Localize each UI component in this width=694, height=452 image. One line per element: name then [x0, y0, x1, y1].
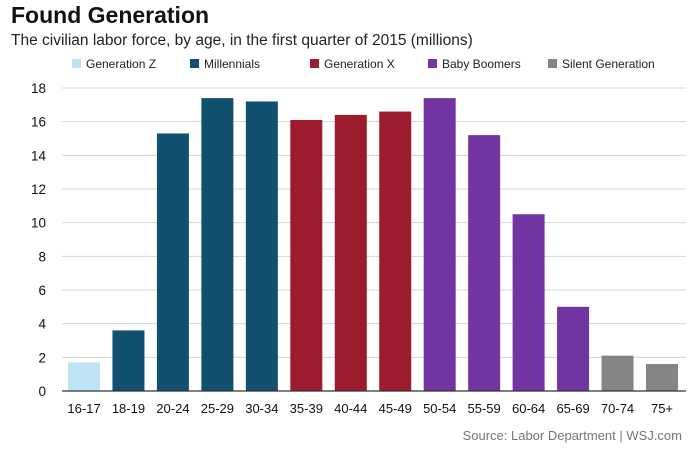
bar-45-49	[379, 111, 412, 392]
source-note: Source: Labor Department | WSJ.com	[462, 428, 682, 443]
y-axis-ticks: 0 2 4 6 8 10 12 14 16 18	[31, 81, 47, 399]
x-tick-label-70-74: 70-74	[601, 401, 634, 416]
bar-50-54	[423, 98, 456, 391]
x-tick-label-75+: 75+	[651, 401, 673, 416]
chart-title: Found Generation	[11, 2, 210, 28]
x-tick-label-65-69: 65-69	[556, 401, 589, 416]
chart-subtitle: The civilian labor force, by age, in the…	[11, 32, 473, 49]
y-tick-label-0: 0	[38, 384, 46, 399]
y-tick-label-2: 2	[38, 350, 46, 365]
gridlines	[62, 87, 686, 358]
x-tick-label-40-44: 40-44	[334, 401, 367, 416]
x-tick-label-18-19: 18-19	[112, 401, 145, 416]
bar-75+	[646, 364, 678, 391]
y-tick-label-18: 18	[31, 81, 46, 96]
y-tick-label-4: 4	[38, 317, 46, 332]
bar-30-34	[245, 101, 278, 391]
x-tick-label-35-39: 35-39	[290, 401, 323, 416]
y-tick-label-8: 8	[38, 249, 46, 264]
bars	[68, 98, 678, 392]
y-tick-label-10: 10	[31, 216, 46, 231]
y-tick-label-16: 16	[31, 115, 46, 130]
x-tick-label-20-24: 20-24	[156, 401, 189, 416]
y-tick-label-12: 12	[31, 182, 46, 197]
legend-label-generation-x: Generation X	[324, 57, 395, 71]
bar-16-17	[68, 362, 100, 391]
x-tick-label-50-54: 50-54	[423, 401, 456, 416]
x-tick-label-45-49: 45-49	[379, 401, 412, 416]
y-tick-label-6: 6	[38, 283, 46, 298]
bar-18-19	[112, 330, 145, 391]
legend: Generation Z Millennials Generation X Baby …	[72, 57, 655, 71]
x-tick-label-30-34: 30-34	[245, 401, 278, 416]
legend-swatch-generation-x	[310, 59, 319, 68]
legend-swatch-silent-generation	[548, 59, 557, 68]
bar-40-44	[334, 114, 367, 391]
bar-60-64	[512, 214, 545, 391]
bar-55-59	[468, 135, 501, 391]
bar-35-39	[290, 119, 323, 391]
x-tick-label-55-59: 55-59	[468, 401, 501, 416]
legend-swatch-baby-boomers	[428, 59, 437, 68]
x-tick-label-25-29: 25-29	[201, 401, 234, 416]
bar-65-69	[557, 306, 590, 391]
bar-20-24	[156, 133, 189, 391]
x-tick-label-60-64: 60-64	[512, 401, 545, 416]
legend-label-silent-generation: Silent Generation	[562, 57, 655, 71]
y-tick-label-14: 14	[31, 148, 47, 163]
legend-label-millennials: Millennials	[204, 57, 260, 71]
legend-swatch-generation-z	[72, 59, 81, 68]
bar-70-74	[601, 355, 634, 391]
legend-swatch-millennials	[190, 59, 199, 68]
x-axis-labels: 16-17 18-19 20-24 25-29 30-34 35-39 40-44 45-49…	[67, 401, 673, 416]
legend-label-generation-z: Generation Z	[86, 57, 156, 71]
x-tick-label-16-17: 16-17	[67, 401, 100, 416]
legend-label-baby-boomers: Baby Boomers	[442, 57, 521, 71]
bar-25-29	[201, 98, 234, 391]
